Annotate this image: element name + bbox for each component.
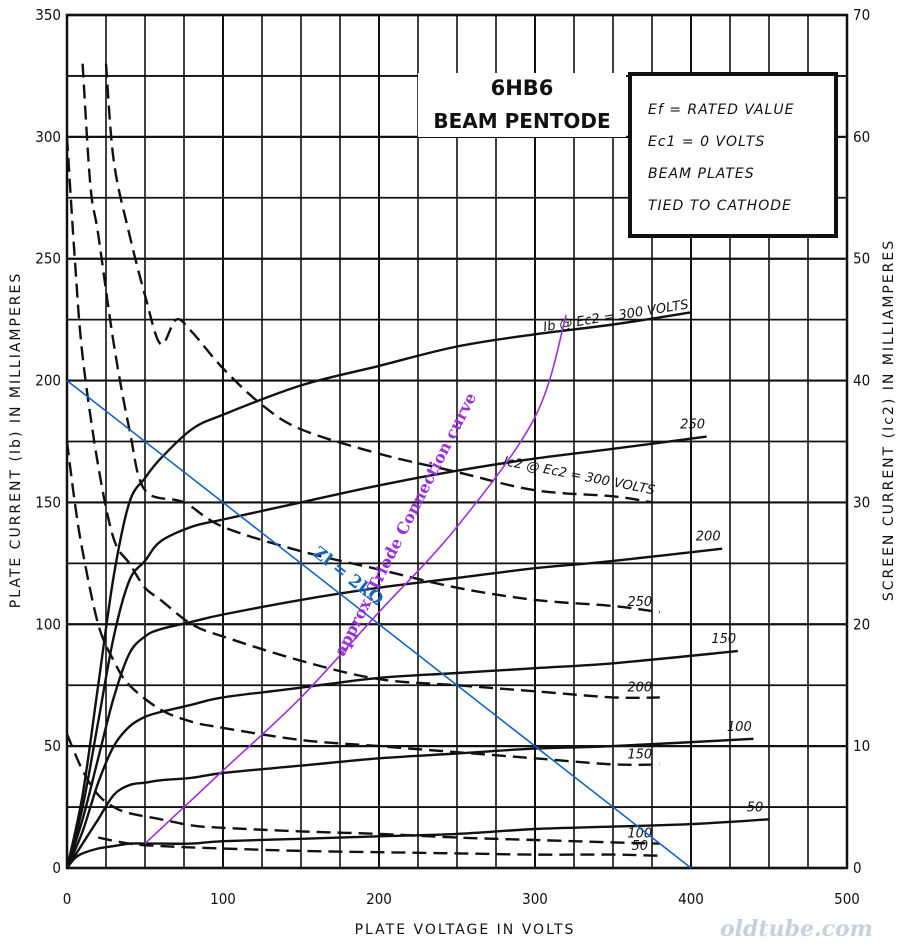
x-tick-label: 500 bbox=[834, 890, 860, 908]
plate-curve bbox=[65, 737, 754, 869]
chart-title: 6HB6 bbox=[491, 76, 554, 100]
screen-curve bbox=[104, 63, 653, 504]
y-tick-label-right: 20 bbox=[853, 615, 870, 633]
condition-2: Ec1 = 0 VOLTS bbox=[648, 134, 765, 150]
screen-curve bbox=[81, 63, 660, 614]
title-box bbox=[418, 73, 626, 137]
y-tick-label-right: 30 bbox=[853, 493, 870, 511]
plate-curve-label: 100 bbox=[727, 720, 752, 735]
y-tick-label-left: 0 bbox=[52, 859, 61, 877]
condition-3: BEAM PLATES bbox=[648, 166, 755, 182]
screen-curve-label: 250 bbox=[627, 595, 652, 610]
x-tick-label: 0 bbox=[63, 890, 72, 908]
load-line bbox=[66, 379, 692, 869]
y-tick-label-left: 200 bbox=[35, 372, 61, 390]
screen-curve-label: 200 bbox=[627, 680, 652, 695]
y-tick-label-left: 300 bbox=[35, 128, 61, 146]
y-tick-label-right: 60 bbox=[853, 128, 870, 146]
y-tick-label-left: 150 bbox=[35, 493, 61, 511]
axes: 0 100 200 300 400 500350300250200150100500706… bbox=[35, 6, 870, 908]
x-tick-label: 100 bbox=[210, 890, 236, 908]
plate-curve bbox=[65, 435, 707, 869]
condition-1: Ef = RATED VALUE bbox=[648, 102, 794, 118]
conditions-box bbox=[628, 72, 838, 238]
screen-curve bbox=[65, 733, 660, 845]
y-tick-label-left: 350 bbox=[35, 6, 61, 24]
watermark: oldtube.com bbox=[720, 916, 873, 942]
screen-curve bbox=[97, 836, 660, 857]
y-axis-label-left: PLATE CURRENT (Ib) IN MILLIAMPERES bbox=[8, 272, 24, 608]
screen-curve bbox=[65, 441, 660, 767]
condition-4: TIED TO CATHODE bbox=[648, 198, 792, 214]
x-tick-label: 400 bbox=[678, 890, 704, 908]
y-tick-label-left: 250 bbox=[35, 250, 61, 268]
screen-curve-label: 50 bbox=[632, 839, 649, 854]
x-axis-label: PLATE VOLTAGE IN VOLTS bbox=[355, 922, 576, 938]
plate-curve bbox=[66, 818, 770, 869]
y-tick-label-left: 100 bbox=[35, 615, 61, 633]
plate-curve-label: 50 bbox=[747, 800, 764, 815]
screen-curve-label: Ic2 @ Ec2 = 300 VOLTS bbox=[502, 454, 656, 498]
plate-curve bbox=[65, 649, 738, 869]
triode-curve bbox=[144, 314, 567, 845]
y-tick-label-right: 70 bbox=[853, 6, 870, 24]
screen-curve-label: 150 bbox=[627, 747, 652, 762]
y-tick-label-left: 50 bbox=[44, 737, 61, 755]
x-tick-label: 300 bbox=[522, 890, 548, 908]
y-tick-label-right: 0 bbox=[853, 859, 862, 877]
screen-curve-label: 100 bbox=[627, 827, 652, 842]
y-tick-label-right: 10 bbox=[853, 737, 870, 755]
plate-curve-label: 200 bbox=[696, 530, 721, 545]
plate-curve bbox=[65, 547, 723, 869]
plate-curve bbox=[65, 311, 692, 869]
plate-curve-label: 150 bbox=[711, 632, 736, 647]
chart-subtitle: BEAM PENTODE bbox=[433, 109, 610, 133]
plate-curve-label: 250 bbox=[680, 418, 705, 433]
x-tick-label: 200 bbox=[366, 890, 392, 908]
y-axis-label-right: SCREEN CURRENT (Ic2) IN MILLIAMPERES bbox=[881, 239, 897, 601]
y-tick-label-right: 40 bbox=[853, 372, 870, 390]
y-tick-label-right: 50 bbox=[853, 250, 870, 268]
screen-curve bbox=[65, 136, 660, 700]
